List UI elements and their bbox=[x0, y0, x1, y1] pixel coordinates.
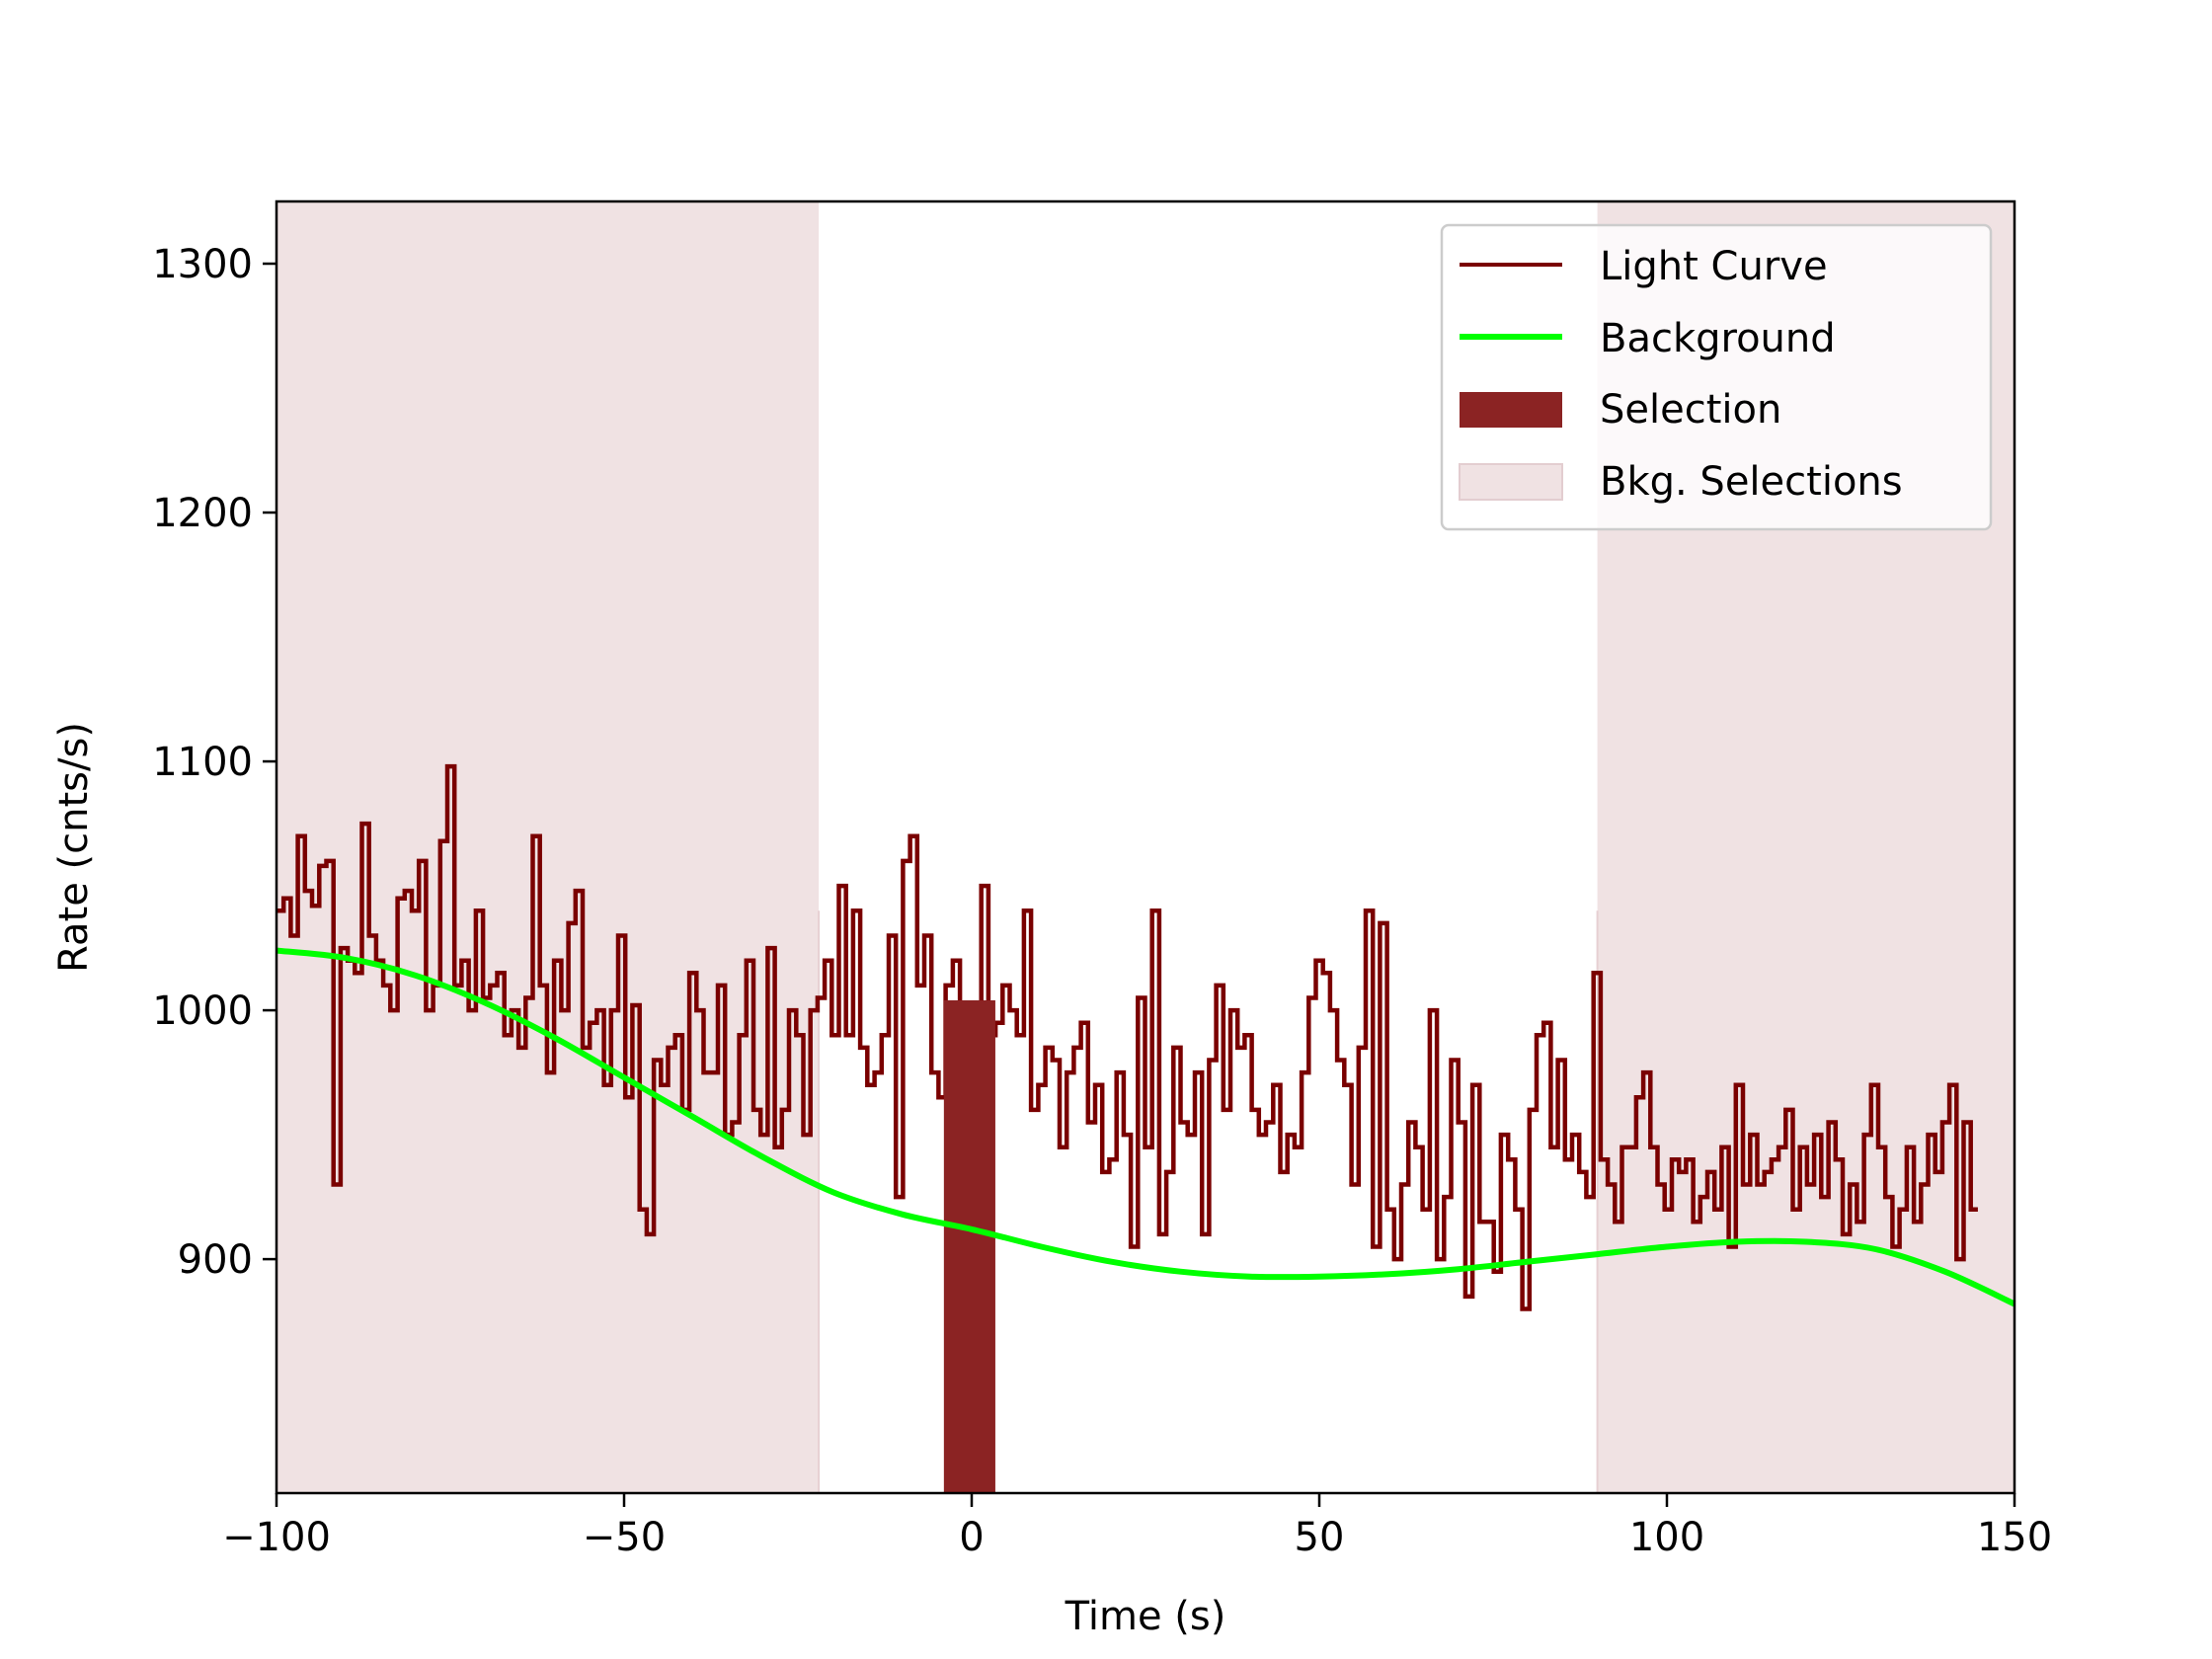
legend-swatch-bkg-selections bbox=[1459, 463, 1563, 501]
y-tick-label: 1100 bbox=[152, 740, 253, 785]
legend-label-selection: Selection bbox=[1600, 387, 1781, 433]
x-axis: −100 −50 0 50 100 150 bbox=[222, 1493, 2052, 1560]
x-tick-label: 50 bbox=[1295, 1515, 1345, 1560]
x-tick-label: −50 bbox=[583, 1515, 666, 1560]
legend: Light Curve Background Selection Bkg. Se… bbox=[1440, 223, 1993, 531]
y-axis: 900 1000 1100 1200 1300 bbox=[152, 242, 276, 1283]
y-axis-label: Rate (cnts/s) bbox=[51, 722, 97, 973]
y-tick-label: 900 bbox=[178, 1237, 253, 1283]
y-tick-label: 1300 bbox=[152, 242, 253, 287]
y-tick-label: 1000 bbox=[152, 988, 253, 1034]
plot-frame bbox=[275, 199, 2016, 1495]
selection-band bbox=[943, 999, 995, 1493]
x-axis-label: Time (s) bbox=[1065, 1594, 1226, 1639]
background-curve bbox=[276, 947, 2016, 1307]
light-curve-line bbox=[276, 763, 1978, 1311]
x-tick-label: −100 bbox=[222, 1515, 331, 1560]
legend-label-bkg-selections: Bkg. Selections bbox=[1600, 459, 1903, 505]
legend-label-background: Background bbox=[1600, 316, 1836, 361]
legend-box bbox=[1440, 223, 1993, 531]
x-tick-label: 100 bbox=[1629, 1515, 1704, 1560]
legend-label-light-curve: Light Curve bbox=[1600, 244, 1828, 289]
bkg-selection-band bbox=[276, 201, 820, 1493]
legend-swatch-selection bbox=[1460, 392, 1562, 428]
y-tick-label: 1200 bbox=[152, 491, 253, 536]
x-tick-label: 150 bbox=[1977, 1515, 2052, 1560]
x-tick-label: 0 bbox=[959, 1515, 984, 1560]
